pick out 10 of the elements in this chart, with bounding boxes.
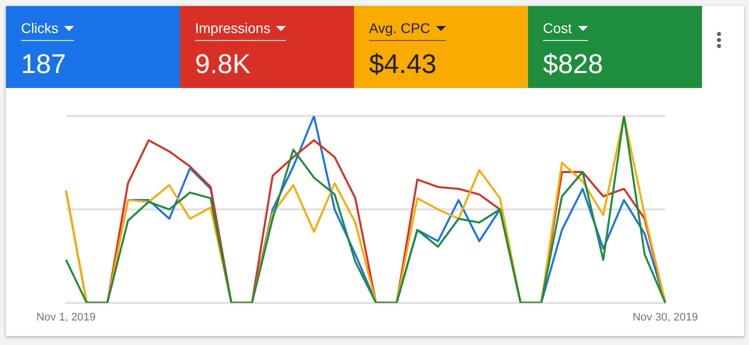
text: 187: [21, 49, 68, 80]
text: Cost: [543, 20, 572, 36]
x-tick-label: Nov 30, 2019: [632, 311, 698, 324]
text: Avg. CPC: [369, 20, 430, 36]
text: 9.8K: [195, 49, 252, 80]
text: Clicks: [21, 20, 58, 36]
text: $828: [543, 49, 604, 80]
text: Impressions: [195, 20, 270, 36]
text: $4.43: [369, 49, 438, 80]
x-tick-label: Nov 1, 2019: [36, 311, 96, 324]
